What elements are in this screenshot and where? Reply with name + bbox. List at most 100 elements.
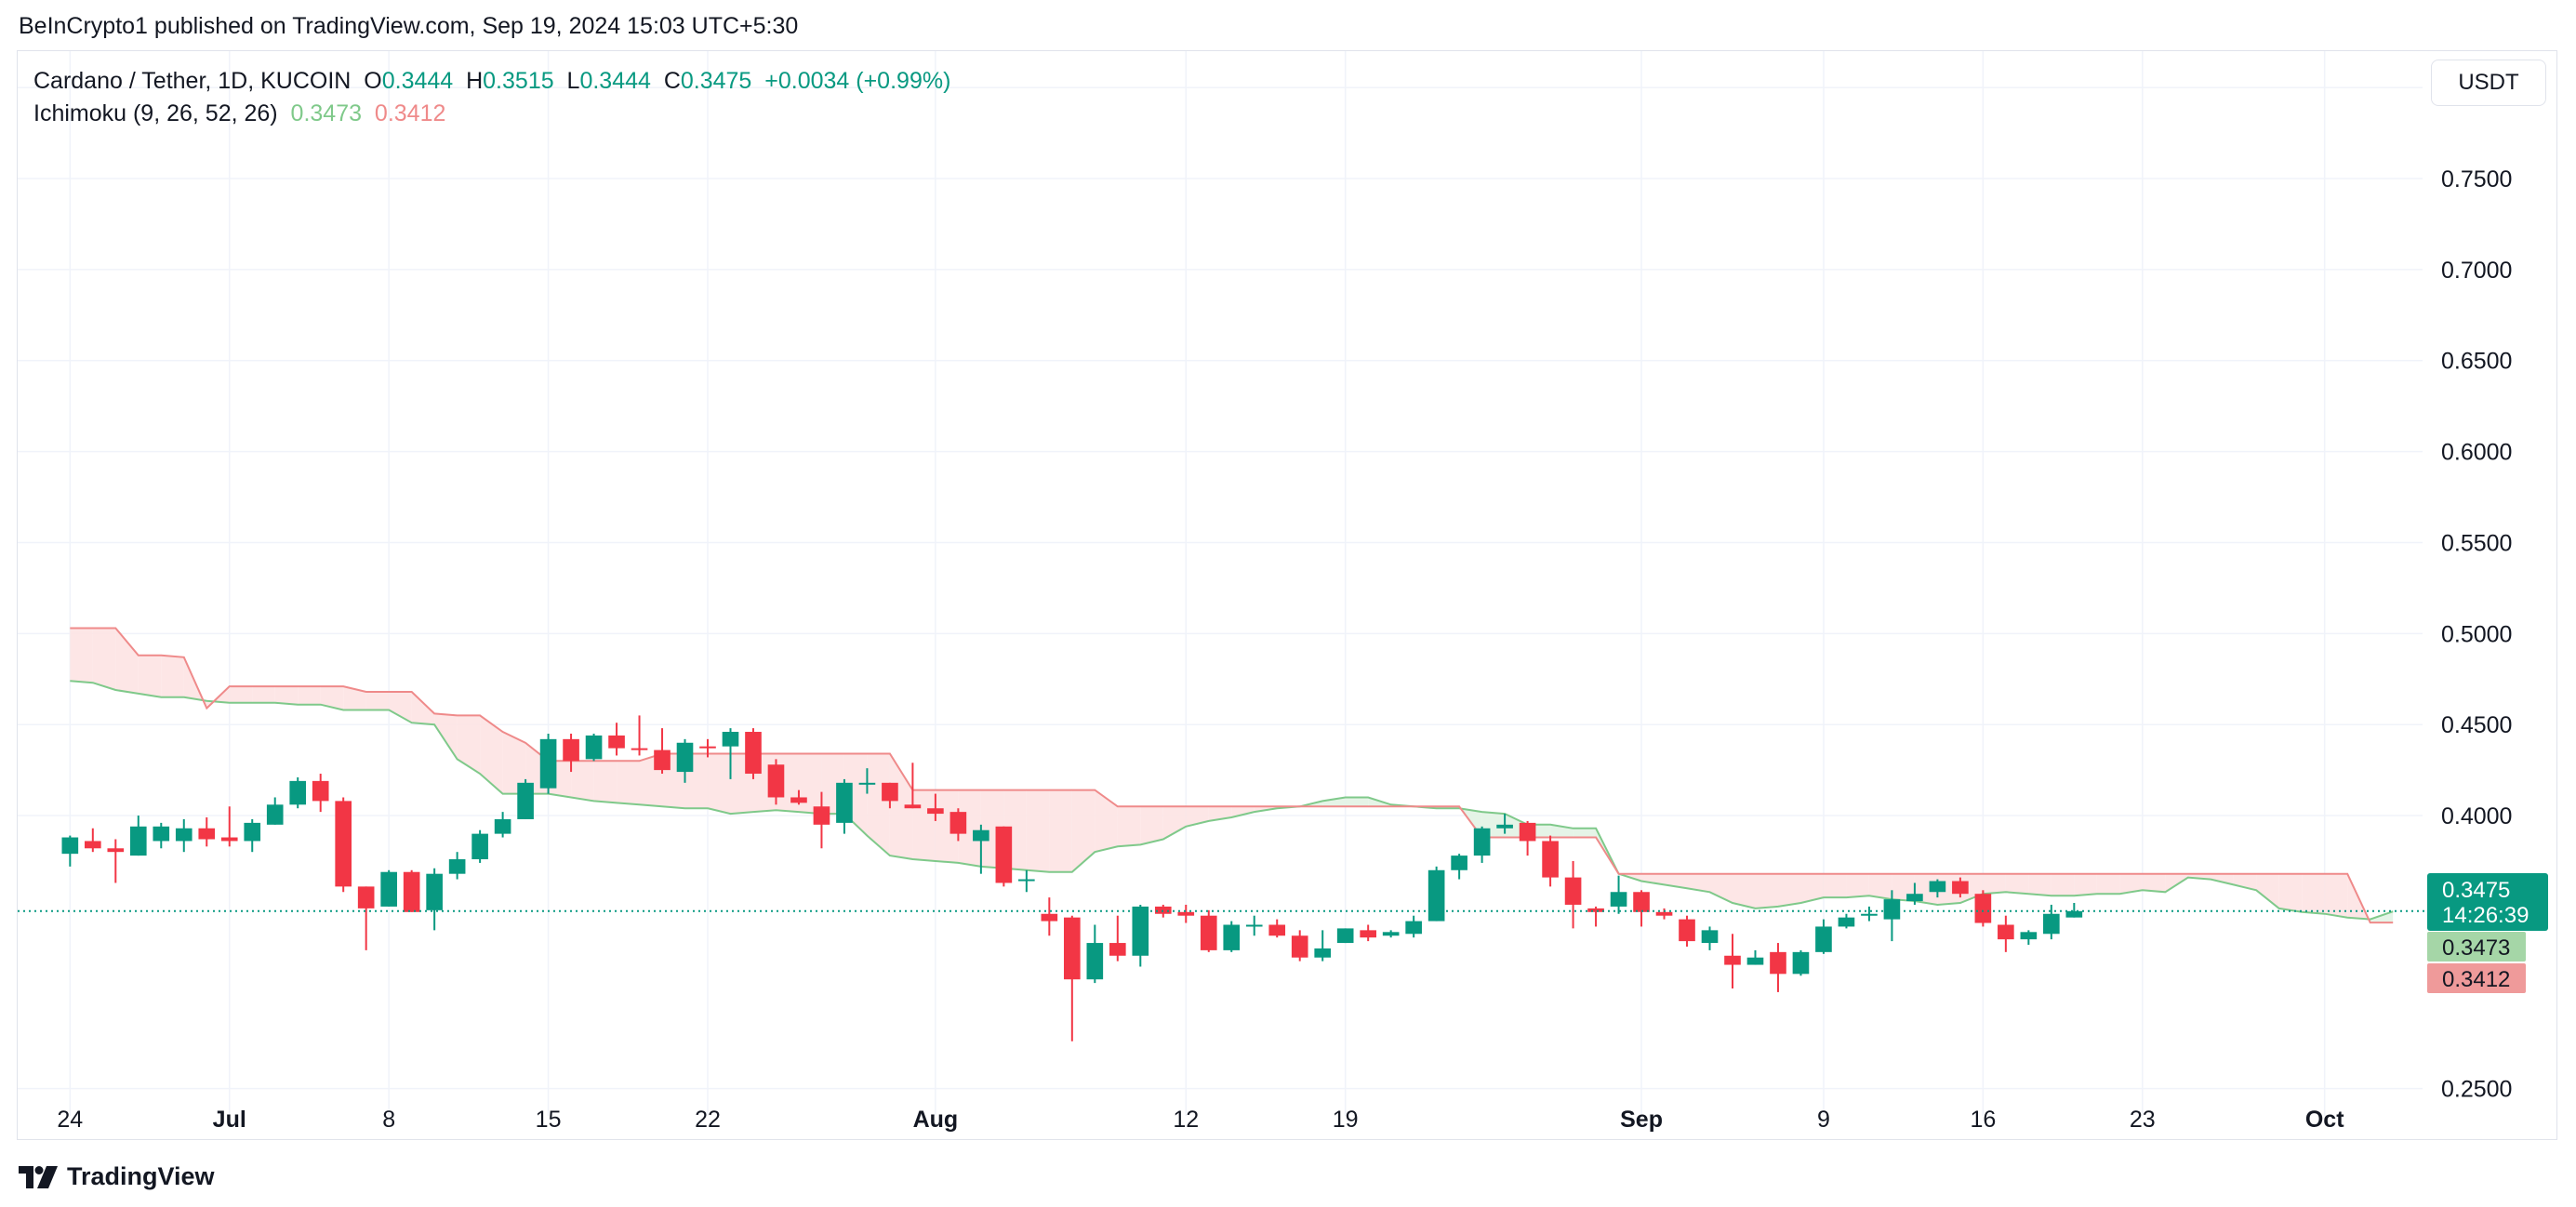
currency-button[interactable]: USDT	[2431, 60, 2546, 106]
cloud-segment	[2119, 873, 2143, 895]
candle-body	[517, 782, 534, 819]
cloud-segment	[1322, 797, 1346, 807]
price-axis-label: 0.5500	[2441, 530, 2512, 556]
candle-body	[904, 804, 922, 809]
cloud-segment	[1071, 789, 1095, 872]
candle-body	[1405, 921, 1422, 935]
cloud-segment	[1117, 806, 1141, 847]
candle-body	[1587, 908, 1604, 912]
candle-body	[699, 746, 716, 749]
candle-body	[107, 848, 125, 853]
cloud-segment	[2302, 873, 2325, 914]
candle-body	[1861, 913, 1878, 916]
cloud-segment	[1755, 873, 1778, 909]
time-axis-label: 8	[382, 1107, 395, 1133]
senkou-span-a-line	[70, 680, 2394, 921]
candle-body	[84, 841, 101, 849]
candle-body	[949, 812, 967, 834]
cloud-segment	[389, 691, 412, 723]
cloud-segment	[2256, 873, 2279, 909]
cloud-segment	[593, 761, 617, 803]
cloud-segment	[2028, 873, 2052, 896]
tradingview-logo[interactable]: TradingView	[19, 1162, 215, 1191]
candle-body	[1655, 911, 1673, 916]
candle-body	[745, 732, 762, 775]
tradingview-logo-icon	[19, 1165, 58, 1188]
indicator-name[interactable]: Ichimoku (9, 26, 52, 26)	[33, 100, 278, 126]
time-axis[interactable]: 24 Jul 8 15 22 Aug 12 19 Sep 9 16 23 Oct	[57, 1107, 2344, 1133]
candle-body	[813, 806, 830, 825]
close-label: C	[663, 68, 681, 94]
cloud-segment	[1573, 828, 1597, 838]
cloud-segment	[1868, 873, 1892, 900]
cloud-segment	[365, 691, 390, 710]
chart-frame	[17, 50, 2557, 1140]
candle-body	[1952, 881, 1969, 895]
grid	[18, 51, 2423, 1116]
price-axis-label: 0.7000	[2441, 258, 2512, 284]
cloud-segment	[1709, 873, 1733, 903]
time-axis-label: 9	[1817, 1107, 1830, 1133]
candle-body	[153, 826, 170, 842]
candle-body	[426, 873, 443, 910]
candle-body	[1633, 892, 1650, 912]
cloud-segment	[798, 753, 822, 815]
candle-body	[1815, 926, 1832, 952]
candle-body	[1519, 822, 1536, 842]
time-axis-label: Oct	[2305, 1107, 2344, 1133]
candle-body	[220, 837, 238, 842]
candle-body	[767, 764, 785, 798]
candle-body	[1792, 951, 1810, 975]
candle-body	[882, 782, 898, 802]
candle-body	[608, 735, 625, 749]
price-axis-label: 0.2500	[2441, 1077, 2512, 1103]
time-axis-label: 23	[2130, 1107, 2156, 1133]
candle-body	[335, 801, 352, 887]
cloud-segment	[617, 761, 640, 805]
cloud-segment	[1732, 873, 1756, 909]
candle-body	[585, 735, 603, 760]
cloud-segment	[2005, 873, 2029, 895]
candle-body	[654, 749, 671, 771]
candle-body	[129, 826, 147, 856]
candle-body	[1610, 892, 1627, 907]
candle-body	[973, 829, 989, 842]
candle-body	[1906, 894, 1923, 902]
time-axis-label: 22	[695, 1107, 721, 1133]
candle-body	[722, 732, 739, 747]
candle-body	[1974, 894, 1992, 923]
cloud-segment	[2278, 873, 2303, 912]
candle-body	[1086, 943, 1104, 980]
high-value: 0.3515	[483, 68, 554, 94]
candles	[61, 715, 2083, 1041]
cloud-segment	[343, 686, 366, 710]
candle-body	[380, 871, 397, 907]
cloud-segment	[2142, 873, 2166, 893]
candle-body	[289, 780, 307, 805]
symbol-title[interactable]: Cardano / Tether, 1D, KUCOIN	[33, 68, 352, 94]
candle-body	[1177, 911, 1195, 916]
span-a-tag: 0.3473	[2442, 935, 2510, 961]
price-axis-label: 0.4000	[2441, 803, 2512, 829]
time-axis-label: Jul	[213, 1107, 246, 1133]
price-axis[interactable]: 0.2500 0.4000 0.4500 0.5000 0.5500 0.6000 0.65…	[2441, 75, 2512, 1102]
candle-body	[1451, 856, 1467, 870]
candle-body	[1041, 913, 1058, 922]
close-value: 0.3475	[680, 68, 752, 94]
cloud-segment	[1846, 873, 1869, 898]
cloud-segment	[1049, 789, 1072, 872]
cloud-segment	[1687, 873, 1710, 893]
candle-body	[1314, 948, 1332, 958]
cloud-segment	[138, 655, 162, 697]
countdown-tag: 14:26:39	[2442, 903, 2529, 928]
cloud-segment	[867, 753, 890, 856]
candle-body	[563, 738, 579, 762]
cloud-segment	[2324, 873, 2348, 918]
candle-body	[1929, 881, 1946, 893]
candle-body	[244, 822, 261, 842]
candle-body	[1883, 899, 1901, 920]
span-a-tag-bg	[2427, 932, 2526, 962]
candle-body	[1746, 957, 1764, 965]
cloud-segment	[274, 686, 299, 705]
